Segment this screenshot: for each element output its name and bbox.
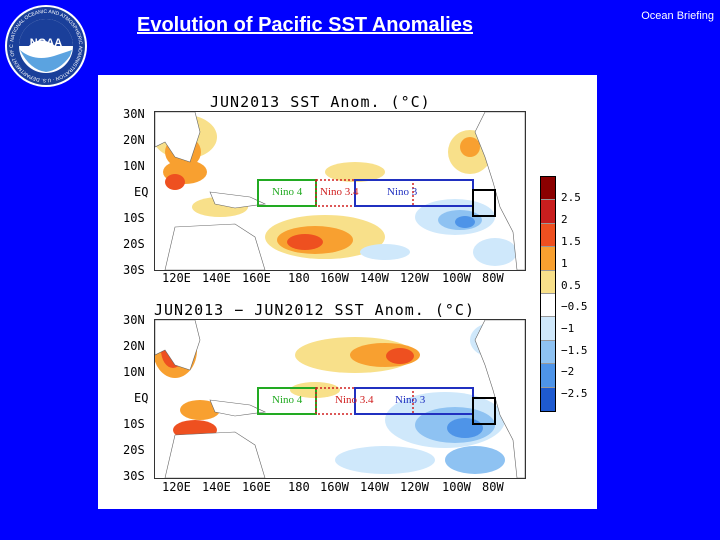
lon-label: 160E <box>242 271 271 285</box>
lon-label: 160E <box>242 480 271 494</box>
colorbar <box>540 176 556 412</box>
lat-label: 30N <box>123 107 145 121</box>
sst-map-2: Nino 4 Nino 3.4 Nino 3 <box>154 319 526 479</box>
colorbar-swatch <box>541 200 555 224</box>
lon-label: 100W <box>442 480 471 494</box>
colorbar-label: −0.5 <box>561 300 588 313</box>
map-title-1: JUN2013 SST Anom. (°C) <box>210 93 431 111</box>
lon-label: 120W <box>400 271 429 285</box>
nino4-label: Nino 4 <box>272 186 303 198</box>
slide-title: Evolution of Pacific SST Anomalies <box>137 14 473 36</box>
lon-label: 140E <box>202 271 231 285</box>
lon-label: 100W <box>442 271 471 285</box>
nino34-label: Nino 3.4 <box>320 186 359 198</box>
lat-label: EQ <box>134 185 149 199</box>
colorbar-label: 2 <box>561 213 568 226</box>
noaa-logo: NOAA NATIONAL OCEANIC AND ATMOSPHERIC AD… <box>4 4 87 87</box>
lat-label: 20N <box>123 339 145 353</box>
colorbar-swatch <box>541 223 555 248</box>
corner-label: Ocean Briefing <box>641 10 714 22</box>
lon-label: 160W <box>320 271 349 285</box>
colorbar-label: −2 <box>561 365 575 378</box>
lat-label: 10S <box>123 211 145 225</box>
lon-label: 120W <box>400 480 429 494</box>
colorbar-swatch <box>541 387 555 411</box>
nino3-label: Nino 3 <box>387 186 418 198</box>
lon-label: 180 <box>288 480 310 494</box>
colorbar-label: −1.5 <box>561 344 588 357</box>
lat-label: 20S <box>123 237 145 251</box>
nino4-label: Nino 4 <box>272 394 303 406</box>
colorbar-swatch <box>541 293 555 318</box>
colorbar-label: −1 <box>561 322 575 335</box>
sst-map-1: Nino 4 Nino 3.4 Nino 3 <box>154 111 526 271</box>
lat-label: 20N <box>123 133 145 147</box>
lon-label: 80W <box>482 271 504 285</box>
lat-label: 30S <box>123 263 145 277</box>
lat-label: 10N <box>123 159 145 173</box>
lat-label: 10N <box>123 365 145 379</box>
lon-label: 160W <box>320 480 349 494</box>
colorbar-label: 2.5 <box>561 191 581 204</box>
lon-label: 140W <box>360 480 389 494</box>
nino3-label: Nino 3 <box>395 394 426 406</box>
lon-label: 80W <box>482 480 504 494</box>
lon-label: 120E <box>162 480 191 494</box>
colorbar-label: 1.5 <box>561 235 581 248</box>
lat-label: 30S <box>123 469 145 483</box>
colorbar-swatch <box>541 247 555 271</box>
lon-label: 120E <box>162 271 191 285</box>
lat-label: EQ <box>134 391 149 405</box>
colorbar-swatch <box>541 270 555 294</box>
lon-label: 140W <box>360 271 389 285</box>
colorbar-swatch <box>541 364 555 388</box>
colorbar-swatch <box>541 177 555 201</box>
colorbar-swatch <box>541 340 555 365</box>
lat-label: 30N <box>123 313 145 327</box>
lon-label: 140E <box>202 480 231 494</box>
noaa-logo-text: NOAA <box>30 37 62 49</box>
map-title-2: JUN2013 − JUN2012 SST Anom. (°C) <box>154 301 475 319</box>
colorbar-swatch <box>541 317 555 341</box>
colorbar-label: −2.5 <box>561 387 588 400</box>
nino34-label: Nino 3.4 <box>335 394 374 406</box>
colorbar-label: 1 <box>561 257 568 270</box>
figure-panel: JUN2013 SST Anom. (°C) 30N 20N 10N EQ 10… <box>98 75 597 509</box>
lat-label: 20S <box>123 443 145 457</box>
lat-label: 10S <box>123 417 145 431</box>
lon-label: 180 <box>288 271 310 285</box>
colorbar-label: 0.5 <box>561 279 581 292</box>
